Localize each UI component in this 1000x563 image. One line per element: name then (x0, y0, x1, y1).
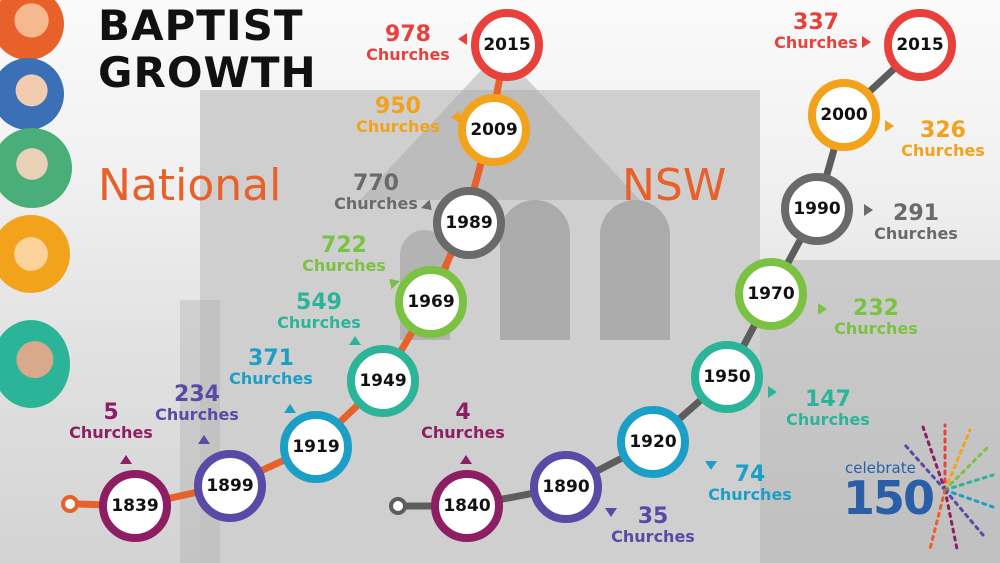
avatar (0, 128, 72, 208)
page-title: BAPTIST GROWTH (98, 2, 317, 96)
pointer-icon (120, 455, 132, 464)
pointer-icon (768, 386, 777, 398)
timeline-node-nsw-1840: 1840 (431, 470, 503, 542)
pointer-icon (460, 455, 472, 464)
timeline-node-national-2015: 2015 (471, 9, 543, 81)
pointer-icon (458, 33, 467, 45)
count-label-nsw-2015: 337 Churches (774, 10, 858, 52)
avatar (0, 215, 70, 293)
timeline-node-nsw-1890: 1890 (530, 451, 602, 523)
count-label-national-1919: 371 Churches (229, 346, 313, 388)
timeline-node-national-1919: 1919 (280, 411, 352, 483)
starburst-icon (903, 423, 995, 551)
timeline-node-national-1839: 1839 (99, 470, 171, 542)
timeline-node-nsw-1920: 1920 (617, 406, 689, 478)
celebrate-150-logo: celebrate 150 (843, 415, 995, 555)
timeline-node-nsw-2015: 2015 (884, 9, 956, 81)
count-label-nsw-1970: 232 Churches (834, 296, 918, 338)
timeline-node-national-1899: 1899 (194, 450, 266, 522)
timeline-node-national-2009: 2009 (458, 94, 530, 166)
pointer-icon (862, 36, 871, 48)
pointer-icon (818, 303, 827, 315)
timeline-node-national-1969: 1969 (395, 266, 467, 338)
timeline-node-national-1949: 1949 (347, 345, 419, 417)
logo-small-text: celebrate (845, 459, 916, 477)
avatar (0, 58, 64, 130)
title-line-1: BAPTIST (98, 1, 304, 50)
count-label-national-1899: 234 Churches (155, 382, 239, 424)
count-label-nsw-1920: 74 Churches (708, 462, 792, 504)
national-title: National (98, 160, 282, 211)
pointer-icon (284, 404, 296, 413)
title-line-2: GROWTH (98, 48, 317, 97)
count-label-nsw-1990: 291 Churches (874, 201, 958, 243)
timeline-node-nsw-1970: 1970 (735, 258, 807, 330)
count-label-national-2015: 978 Churches (366, 22, 450, 64)
timeline-node-nsw-2000: 2000 (808, 79, 880, 151)
count-label-national-1989: 770 Churches (334, 171, 418, 213)
count-label-national-1949: 549 Churches (277, 290, 361, 332)
count-label-national-1969: 722 Churches (302, 233, 386, 275)
pointer-icon (605, 508, 617, 517)
pointer-icon (705, 461, 717, 470)
count-label-nsw-1840: 4 Churches (421, 400, 505, 442)
timeline-node-nsw-1990: 1990 (781, 173, 853, 245)
pointer-icon (198, 435, 210, 444)
nsw-title: NSW (622, 160, 727, 211)
logo-big-text: 150 (843, 471, 935, 525)
count-label-national-1839: 5 Churches (69, 400, 153, 442)
pointer-icon (451, 111, 460, 123)
timeline-node-nsw-1950: 1950 (691, 341, 763, 413)
pointer-icon (349, 336, 361, 345)
timeline-node-national-1989: 1989 (433, 187, 505, 259)
count-label-nsw-2000: 326 Churches (901, 118, 985, 160)
count-label-national-2009: 950 Churches (356, 94, 440, 136)
count-label-nsw-1950: 147 Churches (786, 387, 870, 429)
count-label-nsw-1890: 35 Churches (611, 504, 695, 546)
avatar (0, 320, 70, 408)
pointer-icon (864, 204, 873, 216)
pointer-icon (885, 120, 894, 132)
